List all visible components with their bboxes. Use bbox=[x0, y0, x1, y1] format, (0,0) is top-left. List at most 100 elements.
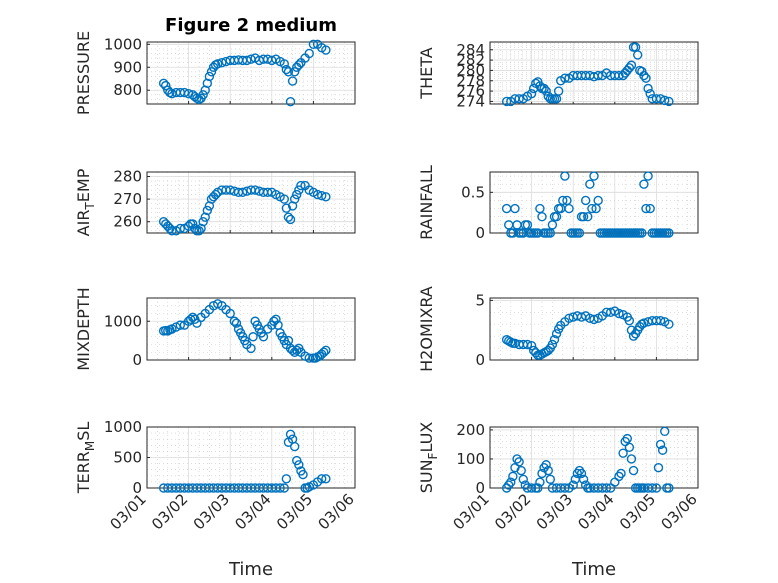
data-point bbox=[593, 70, 603, 81]
data-point bbox=[576, 468, 587, 479]
data-point bbox=[614, 70, 624, 81]
x-tick-label: 03/05 bbox=[616, 490, 659, 533]
data-point bbox=[271, 314, 281, 325]
y-axis-label: RAINFALL bbox=[417, 165, 436, 240]
data-point bbox=[543, 465, 553, 476]
data-point bbox=[294, 185, 304, 195]
data-point bbox=[637, 228, 647, 238]
data-point bbox=[560, 73, 570, 83]
data-point bbox=[624, 63, 635, 73]
data-point bbox=[198, 90, 208, 100]
data-point bbox=[231, 318, 242, 328]
data-point bbox=[196, 223, 206, 234]
data-point bbox=[161, 80, 171, 91]
y-tick-label: 1000 bbox=[104, 418, 142, 436]
data-point bbox=[601, 483, 612, 493]
data-point bbox=[537, 212, 547, 222]
data-point bbox=[506, 477, 516, 487]
y-tick-label: 278 bbox=[456, 72, 485, 90]
y-tick-label: 274 bbox=[456, 92, 485, 110]
axes-border bbox=[146, 297, 356, 361]
data-point bbox=[317, 474, 327, 484]
data-point bbox=[188, 219, 198, 229]
y-tick-label: 1000 bbox=[104, 312, 142, 330]
data-point bbox=[292, 189, 302, 200]
data-point bbox=[287, 345, 298, 356]
x-tick-label: 03/01 bbox=[450, 490, 493, 533]
data-point bbox=[664, 228, 674, 238]
data-point bbox=[643, 83, 653, 94]
data-point bbox=[179, 87, 190, 98]
data-point bbox=[643, 171, 653, 181]
data-point bbox=[204, 71, 215, 82]
data-point bbox=[204, 201, 215, 211]
data-point bbox=[541, 86, 551, 96]
data-point bbox=[296, 180, 306, 191]
data-point bbox=[281, 64, 292, 75]
data-point bbox=[321, 45, 331, 55]
data-point bbox=[308, 39, 319, 49]
data-point bbox=[639, 179, 649, 189]
data-point bbox=[632, 50, 643, 60]
data-point bbox=[229, 316, 240, 326]
y-tick-label: 800 bbox=[113, 81, 142, 99]
data-point bbox=[545, 474, 556, 484]
data-point bbox=[551, 329, 562, 339]
y-axis-label: H2OMIXRA bbox=[417, 286, 436, 372]
data-point bbox=[560, 483, 570, 493]
data-point bbox=[614, 308, 624, 319]
data-point bbox=[564, 203, 574, 214]
data-point bbox=[641, 73, 651, 83]
data-point bbox=[626, 454, 637, 464]
data-point bbox=[304, 48, 314, 59]
data-point bbox=[651, 483, 662, 493]
data-point bbox=[321, 192, 331, 202]
data-point bbox=[618, 448, 628, 458]
data-point bbox=[578, 474, 589, 484]
data-point bbox=[535, 477, 545, 487]
data-point bbox=[250, 185, 260, 195]
data-point bbox=[321, 345, 331, 356]
data-point bbox=[518, 474, 528, 484]
data-point bbox=[158, 78, 169, 89]
data-point bbox=[275, 483, 285, 493]
data-point bbox=[574, 228, 585, 238]
data-point bbox=[217, 57, 227, 68]
data-point bbox=[626, 60, 637, 70]
data-point bbox=[175, 320, 185, 330]
data-point bbox=[508, 471, 518, 482]
data-point bbox=[624, 315, 635, 326]
data-point bbox=[664, 319, 674, 329]
data-point bbox=[242, 55, 252, 66]
x-tick-label: 03/02 bbox=[491, 490, 534, 533]
axes-border bbox=[146, 41, 356, 105]
y-tick-label: 200 bbox=[456, 421, 485, 439]
data-point bbox=[321, 474, 331, 484]
data-point bbox=[294, 460, 304, 470]
y-tick-label: 0 bbox=[132, 351, 142, 369]
data-point bbox=[553, 86, 564, 96]
data-point bbox=[248, 332, 258, 342]
data-point bbox=[568, 480, 578, 490]
data-point bbox=[616, 468, 626, 479]
data-point bbox=[560, 171, 570, 181]
y-tick-label: 5 bbox=[475, 291, 485, 309]
data-point bbox=[206, 67, 217, 77]
panel-air-temp: 260 270 280 AIRTEMP bbox=[74, 168, 356, 236]
data-point bbox=[279, 194, 289, 204]
y-tick-label: 280 bbox=[113, 168, 142, 186]
y-tick-label: 0 bbox=[475, 479, 485, 497]
data-point bbox=[225, 185, 235, 195]
data-point bbox=[641, 203, 651, 214]
data-point bbox=[285, 97, 296, 107]
data-point bbox=[213, 59, 223, 69]
data-point bbox=[279, 59, 289, 69]
data-point bbox=[202, 205, 213, 216]
data-point bbox=[501, 96, 512, 107]
data-point bbox=[279, 483, 289, 493]
data-point bbox=[225, 308, 235, 319]
x-tick-label: 03/04 bbox=[574, 490, 617, 533]
data-point bbox=[664, 96, 674, 107]
axes-border bbox=[489, 41, 699, 105]
